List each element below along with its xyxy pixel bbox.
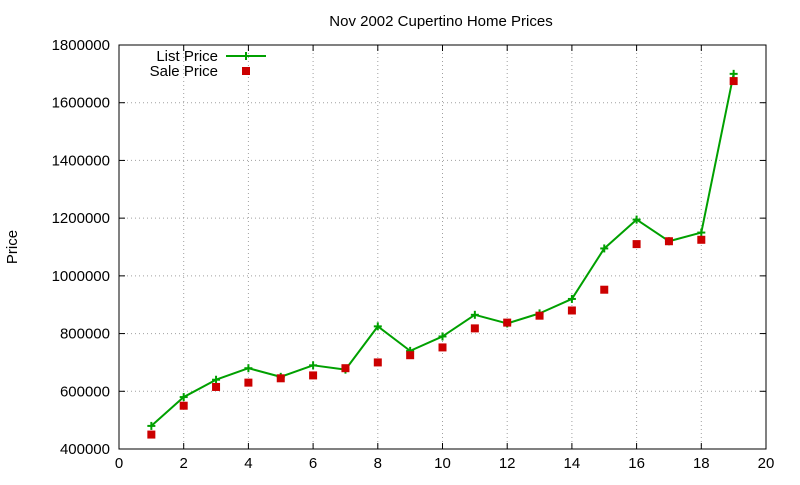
x-tick-label: 2 <box>180 455 188 472</box>
x-tick-label: 20 <box>758 455 775 472</box>
list-price-point <box>600 244 609 253</box>
y-tick-label: 800000 <box>60 326 110 343</box>
list-price-point <box>244 364 253 373</box>
list-price-point <box>212 375 221 384</box>
list-price-point <box>470 310 479 319</box>
x-tick-label: 12 <box>499 455 516 472</box>
list-price-point <box>179 393 188 402</box>
sale-price-point <box>179 401 188 410</box>
y-tick-label: 1200000 <box>52 210 110 227</box>
list-price-point <box>373 322 382 331</box>
y-tick-label: 1800000 <box>52 37 110 54</box>
legend-label-list-price: List Price <box>156 48 218 65</box>
sale-price-point <box>309 371 318 380</box>
sale-price-point <box>470 324 479 333</box>
y-axis-label: Price <box>4 230 21 264</box>
sale-price-point <box>697 235 706 244</box>
sale-price-point <box>147 430 156 439</box>
sale-price-point <box>535 311 544 320</box>
series-0 <box>147 69 738 430</box>
legend-swatch-sale-price <box>242 67 250 75</box>
x-tick-label: 16 <box>628 455 645 472</box>
sale-price-point <box>244 378 253 387</box>
sale-price-point <box>406 351 415 360</box>
sale-price-point <box>729 77 738 86</box>
sale-price-point <box>503 318 512 327</box>
x-tick-label: 10 <box>434 455 451 472</box>
sale-price-point <box>600 285 609 294</box>
legend-label-sale-price: Sale Price <box>150 63 218 80</box>
x-tick-label: 6 <box>309 455 317 472</box>
legend-marker-list-price <box>242 52 250 60</box>
y-tick-label: 1000000 <box>52 268 110 285</box>
series-area <box>147 69 738 439</box>
x-tick-label: 14 <box>564 455 581 472</box>
sale-price-point <box>276 374 285 383</box>
list-price-point <box>147 421 156 430</box>
x-tick-label: 4 <box>244 455 252 472</box>
x-tick-label: 18 <box>693 455 710 472</box>
list-price-point <box>567 294 576 303</box>
axis-ticks: 0 2 4 6 8 10 12 14 16 18 20 400000 600000 800000 10000… <box>52 37 775 472</box>
sale-price-point <box>632 240 641 249</box>
list-price-point <box>632 215 641 224</box>
y-tick-label: 1400000 <box>52 152 110 169</box>
legend-marker-sale-price <box>242 67 250 75</box>
legend-swatch-list-price <box>226 52 266 60</box>
list-price-point <box>697 228 706 237</box>
sale-price-point <box>341 364 350 373</box>
x-tick-label: 8 <box>374 455 382 472</box>
legend: List Price Sale Price <box>150 48 266 80</box>
y-tick-label: 1600000 <box>52 95 110 112</box>
list-price-point <box>438 332 447 341</box>
y-tick-label: 600000 <box>60 383 110 400</box>
x-tick-label: 0 <box>115 455 123 472</box>
sale-price-point <box>664 237 673 246</box>
sale-price-point <box>567 306 576 315</box>
sale-price-point <box>212 382 221 391</box>
series-1 <box>147 77 738 439</box>
sale-price-point <box>438 343 447 352</box>
sale-price-point <box>373 358 382 367</box>
chart-title: Nov 2002 Cupertino Home Prices <box>329 13 552 30</box>
y-tick-label: 400000 <box>60 441 110 458</box>
list-price-point <box>729 69 738 78</box>
list-price-point <box>309 361 318 370</box>
